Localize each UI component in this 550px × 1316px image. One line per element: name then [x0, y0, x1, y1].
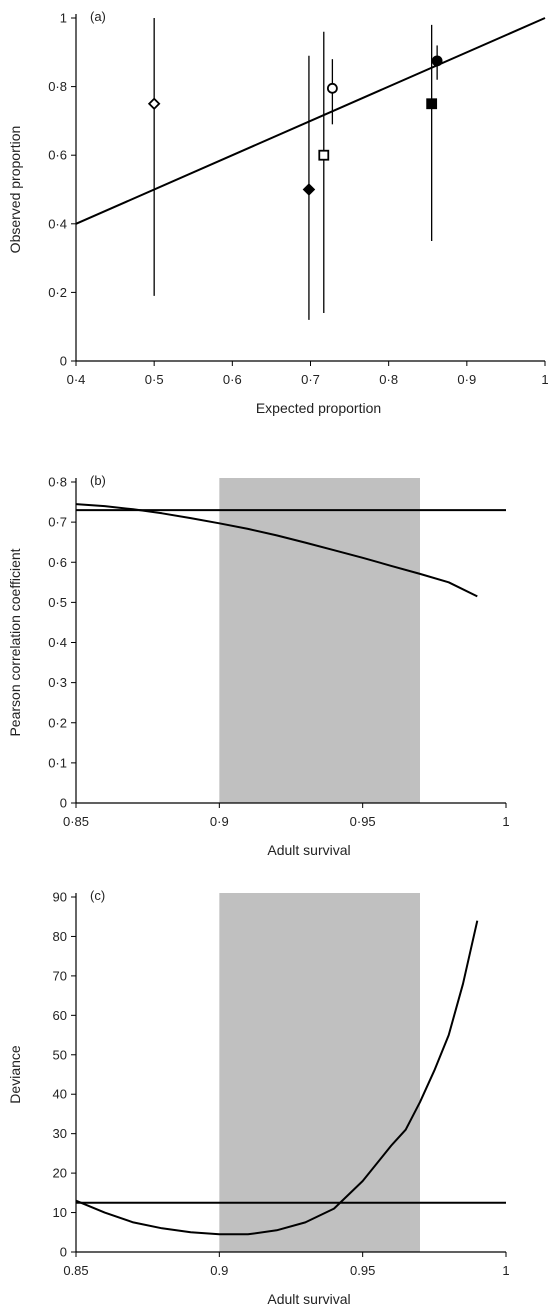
y-tick-label: 0·5 — [48, 595, 67, 610]
panel-label: (c) — [90, 888, 105, 903]
x-tick-label: 0·95 — [350, 814, 376, 829]
x-tick-label: 0·9 — [457, 372, 476, 387]
x-tick-label: 0.9 — [210, 1263, 228, 1278]
y-tick-label: 0·4 — [48, 216, 67, 231]
chart-panel-b: 0 0·1 0·2 0·3 0·4 0·5 0·6 0·7 0·8 0·85 0·9 0·95 1 Adu… — [7, 473, 510, 858]
series-line — [75, 503, 478, 598]
y-tick-label: 90 — [53, 890, 67, 905]
y-tick-label: 40 — [53, 1087, 67, 1102]
y-tick-label: 0 — [60, 1245, 67, 1260]
y-tick-label: 0·8 — [48, 475, 67, 490]
x-axis-title: Adult survival — [267, 1291, 350, 1307]
y-tick-label: 0·3 — [48, 675, 67, 690]
data-point-circle-filled — [431, 55, 443, 67]
data-point-diamond-filled — [302, 183, 316, 196]
y-tick-label: 0·8 — [48, 79, 67, 94]
x-tick-label: 0·5 — [145, 372, 164, 387]
x-tick-label: 1 — [502, 1263, 509, 1278]
y-tick-label: 50 — [53, 1047, 67, 1062]
x-axis-title: Expected proportion — [256, 400, 381, 416]
y-tick-label: 60 — [53, 1008, 67, 1023]
x-tick-label: 1 — [541, 372, 548, 387]
x-axis-title: Adult survival — [267, 842, 350, 858]
y-tick-label: 80 — [53, 929, 67, 944]
chart-panel-c: 0 10 20 30 40 50 60 70 80 90 0.85 0.9 0.95 1 Adult sur… — [7, 888, 510, 1307]
data-point-diamond-open — [147, 97, 161, 111]
shaded-interval — [219, 478, 420, 803]
y-tick-label: 30 — [53, 1126, 67, 1141]
x-tick-label: 1 — [502, 814, 509, 829]
data-point-square-filled — [426, 98, 438, 110]
y-tick-label: 10 — [53, 1205, 67, 1220]
y-tick-label: 20 — [53, 1166, 67, 1181]
x-tick-label: 0·9 — [210, 814, 229, 829]
x-tick-label: 0·85 — [63, 814, 89, 829]
y-tick-label: 0·4 — [48, 635, 67, 650]
x-tick-label: 0·4 — [67, 372, 86, 387]
y-tick-label: 0 — [60, 354, 67, 369]
series-line — [75, 920, 479, 1236]
y-axis-title: Deviance — [7, 1045, 23, 1104]
y-tick-label: 0 — [60, 796, 67, 811]
chart-panel-a: 0 0·2 0·4 0·6 0·8 1 0·4 0·5 0·6 0·7 0·8 0·9 1 Expecte… — [7, 9, 549, 416]
y-tick-label: 0·6 — [48, 148, 67, 163]
data-point-circle-open — [326, 82, 338, 94]
y-tick-label: 70 — [53, 968, 67, 983]
x-tick-label: 0.85 — [63, 1263, 88, 1278]
y-tick-label: 0·7 — [48, 515, 67, 530]
y-axis-title: Observed proportion — [7, 126, 23, 254]
y-tick-label: 0·2 — [48, 715, 67, 730]
y-tick-label: 1 — [60, 11, 67, 26]
panel-label: (b) — [90, 473, 106, 488]
panel-label: (a) — [90, 9, 106, 24]
shaded-interval — [219, 893, 420, 1252]
x-tick-label: 0.95 — [350, 1263, 375, 1278]
y-axis-title: Pearson correlation coefficient — [7, 548, 23, 736]
y-tick-label: 0·6 — [48, 555, 67, 570]
y-tick-label: 0·1 — [48, 755, 67, 770]
x-tick-label: 0·7 — [301, 372, 320, 387]
x-tick-label: 0·8 — [379, 372, 398, 387]
y-tick-label: 0·2 — [48, 285, 67, 300]
data-point-square-open — [318, 149, 330, 161]
x-tick-label: 0·6 — [223, 372, 242, 387]
